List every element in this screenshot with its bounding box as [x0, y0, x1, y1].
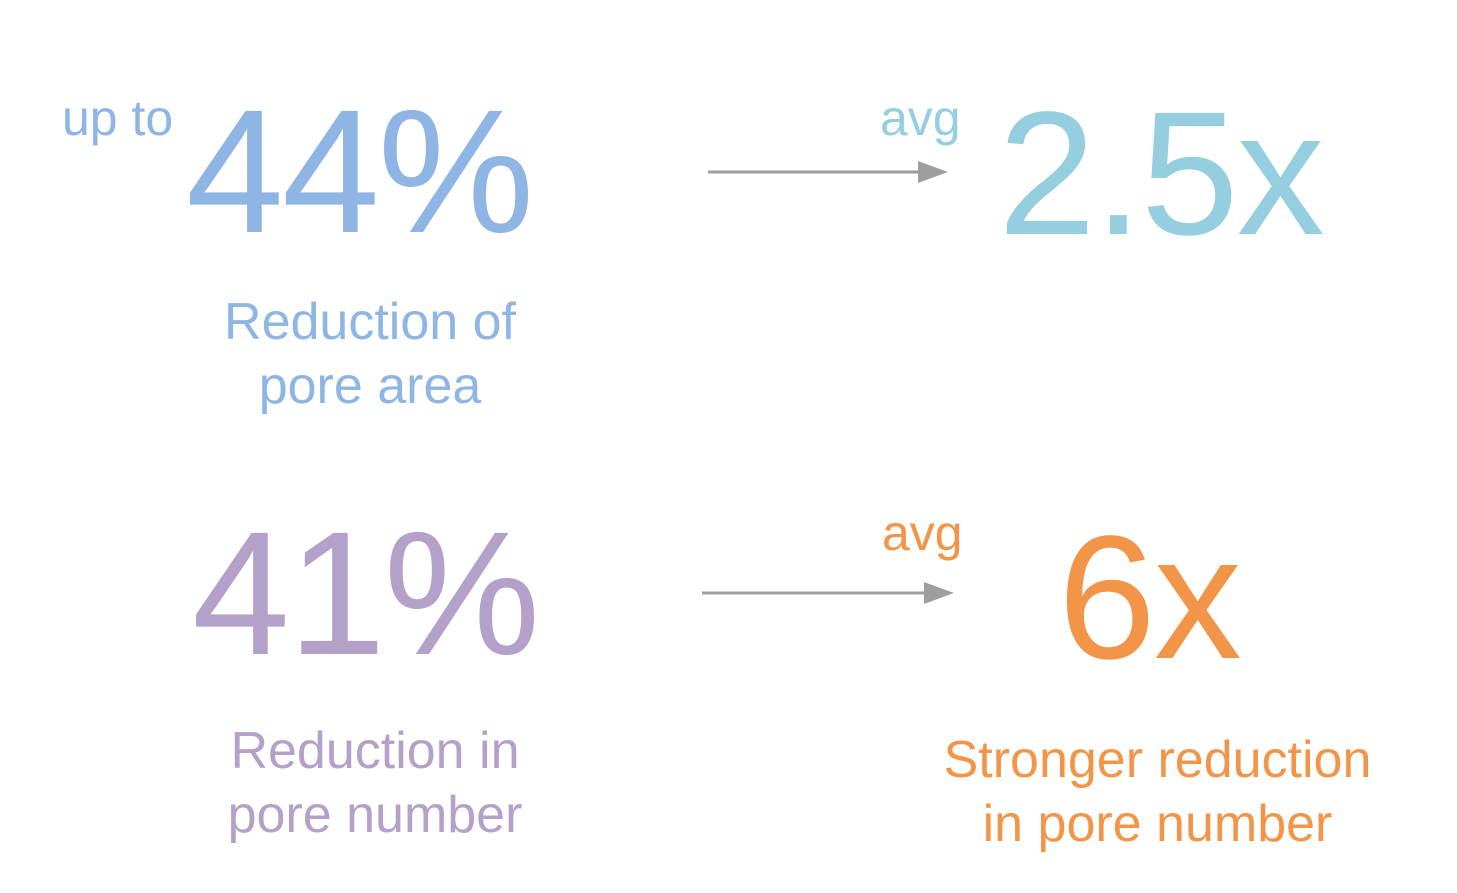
arrow-right-icon — [702, 582, 954, 604]
avg-label-top: avg — [880, 90, 961, 146]
pore-number-reduction-value: 41% — [192, 496, 540, 692]
pore-area-caption-line2: pore area — [258, 357, 482, 415]
arrow-right-icon — [708, 161, 948, 183]
avg-multiplier-bottom: 6x — [1058, 500, 1242, 696]
up-to-label: up to — [62, 90, 174, 146]
pore-number-caption-line1: Reduction in — [230, 722, 520, 780]
stronger-reduction-caption-line1: Stronger reduction — [943, 731, 1372, 789]
avg-multiplier-top: 2.5x — [998, 76, 1325, 272]
avg-label-bottom: avg — [882, 505, 963, 561]
stronger-reduction-caption-line2: in pore number — [982, 795, 1333, 853]
pore-area-caption: Reduction of pore area — [170, 290, 570, 418]
pore-number-caption: Reduction in pore number — [175, 719, 575, 847]
stronger-reduction-caption: Stronger reduction in pore number — [900, 728, 1415, 856]
pore-area-caption-line1: Reduction of — [224, 293, 516, 351]
pore-number-caption-line2: pore number — [227, 786, 523, 844]
pore-area-reduction-value: 44% — [186, 74, 534, 270]
